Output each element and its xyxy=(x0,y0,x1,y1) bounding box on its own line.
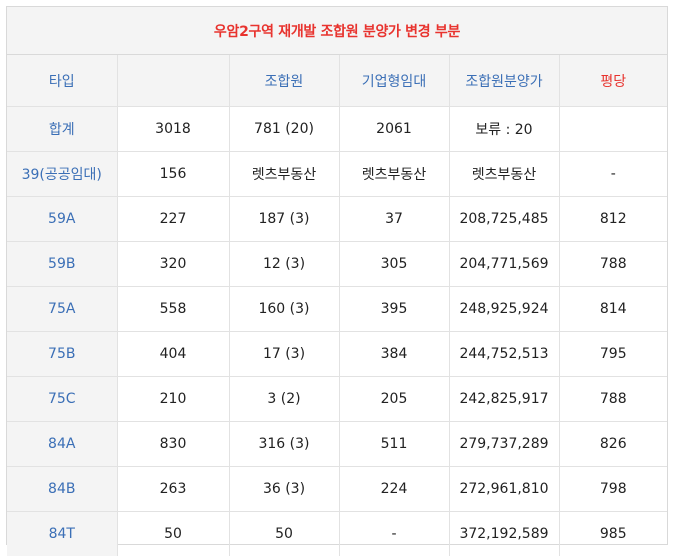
table-row: 84B 263 36 (3) 224 272,961,810 798 xyxy=(7,466,667,512)
cell-member: 316 (3) xyxy=(229,421,340,467)
cell-member: 12 (3) xyxy=(229,241,340,287)
cell-total: 830 xyxy=(117,421,230,467)
cell-per-pyeong: 826 xyxy=(559,421,667,467)
cell-member-price: 244,752,513 xyxy=(449,331,560,377)
cell-member: 36 (3) xyxy=(229,466,340,512)
cell-total: 320 xyxy=(117,241,230,287)
cell-member-price: 렛츠부동산 xyxy=(449,151,560,197)
cell-member: 17 (3) xyxy=(229,331,340,377)
cell-member: 3 (2) xyxy=(229,376,340,422)
cell-type: 59B xyxy=(7,241,118,287)
header-row: 타입 조합원 기업형임대 조합원분양가 평당 xyxy=(7,55,667,107)
cell-member: 187 (3) xyxy=(229,196,340,242)
cell-type: 84B xyxy=(7,466,118,512)
cell-total: 227 xyxy=(117,196,230,242)
cell-total: 404 xyxy=(117,331,230,377)
cell-member-price: 272,961,810 xyxy=(449,466,560,512)
table-row: 59A 227 187 (3) 37 208,725,485 812 xyxy=(7,196,667,242)
header-total xyxy=(117,55,230,107)
cell-member-price: 248,925,924 xyxy=(449,286,560,332)
cell-corporate-rental: 305 xyxy=(339,241,450,287)
header-member: 조합원 xyxy=(229,55,340,107)
cell-member: 렛츠부동산 xyxy=(229,151,340,197)
header-type: 타입 xyxy=(7,55,118,107)
cell-type: 합계 xyxy=(7,106,118,152)
cell-per-pyeong: 812 xyxy=(559,196,667,242)
cell-type: 39(공공임대) xyxy=(7,151,118,197)
cell-type: 75C xyxy=(7,376,118,422)
header-member-price: 조합원분양가 xyxy=(449,55,560,107)
cell-member-price: 242,825,917 xyxy=(449,376,560,422)
cell-type: 84T xyxy=(7,511,118,556)
cell-total: 558 xyxy=(117,286,230,332)
cell-type: 84A xyxy=(7,421,118,467)
table-title: 우암2구역 재개발 조합원 분양가 변경 부분 xyxy=(7,7,667,55)
cell-corporate-rental: 렛츠부동산 xyxy=(339,151,450,197)
table-row: 39(공공임대) 156 렛츠부동산 렛츠부동산 렛츠부동산 - xyxy=(7,151,667,197)
cell-member: 160 (3) xyxy=(229,286,340,332)
cell-corporate-rental: - xyxy=(339,511,450,556)
cell-total: 50 xyxy=(117,511,230,556)
cell-total: 156 xyxy=(117,151,230,197)
table-row: 75A 558 160 (3) 395 248,925,924 814 xyxy=(7,286,667,332)
cell-corporate-rental: 205 xyxy=(339,376,450,422)
cell-corporate-rental: 395 xyxy=(339,286,450,332)
cell-total: 210 xyxy=(117,376,230,422)
cell-member-price: 204,771,569 xyxy=(449,241,560,287)
price-table-container: 우암2구역 재개발 조합원 분양가 변경 부분 타입 조합원 기업형임대 조합원… xyxy=(6,6,668,556)
table-row: 59B 320 12 (3) 305 204,771,569 788 xyxy=(7,241,667,287)
cell-total: 3018 xyxy=(117,106,230,152)
cell-member: 781 (20) xyxy=(229,106,340,152)
cell-member-price: 보류 : 20 xyxy=(449,106,560,152)
cell-per-pyeong: 798 xyxy=(559,466,667,512)
cell-corporate-rental: 384 xyxy=(339,331,450,377)
cell-member-price: 372,192,589 xyxy=(449,511,560,556)
header-per-pyeong: 평당 xyxy=(559,55,667,107)
cell-total: 263 xyxy=(117,466,230,512)
cell-type: 59A xyxy=(7,196,118,242)
cell-corporate-rental: 224 xyxy=(339,466,450,512)
cell-member: 50 xyxy=(229,511,340,556)
table-row: 84A 830 316 (3) 511 279,737,289 826 xyxy=(7,421,667,467)
cell-member-price: 208,725,485 xyxy=(449,196,560,242)
cell-per-pyeong: - xyxy=(559,151,667,197)
cell-per-pyeong: 814 xyxy=(559,286,667,332)
cell-type: 75B xyxy=(7,331,118,377)
table-row: 75B 404 17 (3) 384 244,752,513 795 xyxy=(7,331,667,377)
cell-per-pyeong: 985 xyxy=(599,526,627,542)
cell-per-pyeong: 788 xyxy=(559,376,667,422)
cell-member-price: 279,737,289 xyxy=(449,421,560,467)
cell-corporate-rental: 37 xyxy=(339,196,450,242)
cell-per-pyeong: 788 xyxy=(559,241,667,287)
cell-per-pyeong xyxy=(559,106,667,152)
cell-per-pyeong: 795 xyxy=(559,331,667,377)
price-table: 타입 조합원 기업형임대 조합원분양가 평당 합계 3018 781 (20) 206… xyxy=(7,55,667,556)
table-row: 84T 50 50-372,192,589 985 xyxy=(7,511,667,556)
table-row: 75C 210 3 (2) 205 242,825,917 788 xyxy=(7,376,667,422)
cell-type: 75A xyxy=(7,286,118,332)
table-row: 합계 3018 781 (20) 2061 보류 : 20 xyxy=(7,106,667,152)
cell-corporate-rental: 2061 xyxy=(339,106,450,152)
header-corporate-rental: 기업형임대 xyxy=(339,55,450,107)
cell-corporate-rental: 511 xyxy=(339,421,450,467)
